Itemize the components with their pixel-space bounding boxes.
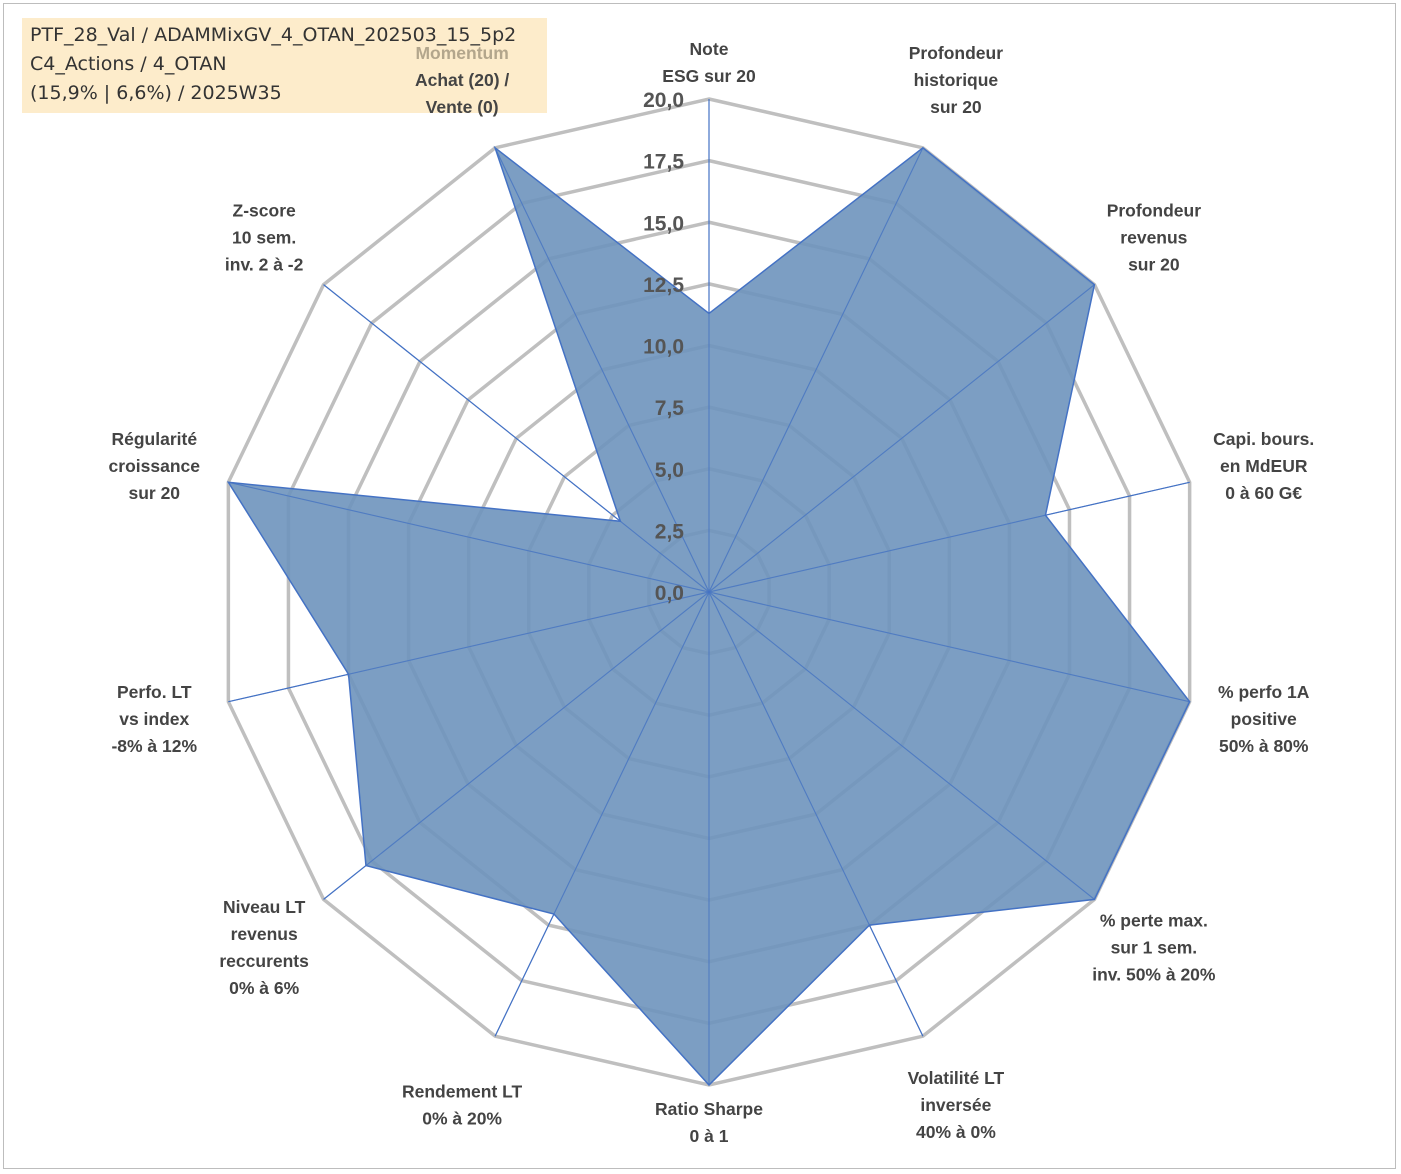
axis-label-line: 0 à 1 bbox=[690, 1126, 729, 1146]
axis-label-line: Achat (20) / bbox=[415, 70, 509, 90]
axis-label-line: sur 20 bbox=[128, 483, 180, 503]
scale-tick-labels: 0,0 2,5 5,0 7,5 10,0 12,5 15,0 17,5 20,0 bbox=[643, 89, 684, 605]
tick-label: 17,5 bbox=[643, 151, 684, 174]
axis-spoke-overlay bbox=[494, 591, 710, 1037]
axis-label-line: Perfo. LT bbox=[117, 682, 192, 702]
axis-label-line: sur 20 bbox=[930, 97, 982, 117]
axis-label: % perfo 1A positive 50% à 80% bbox=[1218, 682, 1310, 756]
tick-label: 12,5 bbox=[643, 274, 684, 297]
axis-spoke-overlay bbox=[228, 481, 710, 593]
axis-label-line: Régularité bbox=[111, 429, 197, 449]
axis-label-line: Ratio Sharpe bbox=[655, 1099, 763, 1119]
axis-label: Profondeur revenus sur 20 bbox=[1107, 201, 1201, 275]
axis-label-line: -8% à 12% bbox=[111, 736, 197, 756]
axis-label-line: sur 1 sem. bbox=[1111, 937, 1198, 957]
axis-label-line: Volatilité LT bbox=[908, 1068, 1005, 1088]
axis-label: Ratio Sharpe 0 à 1 bbox=[655, 1099, 763, 1146]
axis-label-line: Niveau LT bbox=[223, 897, 306, 917]
axis-label-line: Profondeur bbox=[909, 43, 1003, 63]
axis-label-line: inv. 50% à 20% bbox=[1092, 964, 1216, 984]
axis-spoke-overlay bbox=[228, 591, 710, 703]
axis-spoke-overlay bbox=[708, 591, 1190, 703]
axis-label: Régularité croissance sur 20 bbox=[109, 429, 201, 503]
axis-label-line: 10 sem. bbox=[232, 228, 296, 248]
axis-spoke-overlay bbox=[708, 284, 1095, 593]
axis-label-line: historique bbox=[914, 70, 999, 90]
axis-label: Profondeur historique sur 20 bbox=[909, 43, 1003, 117]
axis-label-line: revenus bbox=[231, 924, 298, 944]
axis-label: % perte max. sur 1 sem. inv. 50% à 20% bbox=[1092, 910, 1216, 984]
axis-label-line: Vente (0) bbox=[426, 97, 499, 117]
axis-label-line: inv. 2 à -2 bbox=[225, 255, 304, 275]
data-area bbox=[226, 99, 1191, 1087]
axis-label-line: Rendement LT bbox=[402, 1082, 523, 1102]
tick-label: 7,5 bbox=[655, 397, 685, 420]
tick-label: 0,0 bbox=[655, 582, 684, 605]
axis-spoke-overlay bbox=[708, 591, 1095, 900]
axis-spoke-overlay bbox=[323, 591, 710, 900]
tick-label: 15,0 bbox=[643, 212, 684, 235]
axis-label-line: 50% à 80% bbox=[1219, 736, 1309, 756]
axis-spoke-overlay bbox=[708, 147, 924, 593]
tick-label: 20,0 bbox=[643, 89, 684, 112]
axis-label-line: % perte max. bbox=[1100, 910, 1208, 930]
axis-spoke-overlay bbox=[708, 591, 924, 1037]
axis-label-line: 0% à 20% bbox=[422, 1109, 502, 1129]
axis-label-line: 0% à 6% bbox=[229, 978, 299, 998]
axis-label-line: 0 à 60 G€ bbox=[1225, 483, 1302, 503]
axis-spoke-overlay bbox=[708, 481, 1190, 593]
axis-label-line: vs index bbox=[119, 709, 189, 729]
axis-label-line: ESG sur 20 bbox=[662, 66, 756, 86]
axis-label-line: positive bbox=[1231, 709, 1297, 729]
axis-label: Note ESG sur 20 bbox=[662, 39, 756, 86]
axis-label-line: Capi. bours. bbox=[1213, 429, 1314, 449]
axis-label-line: Momentum bbox=[415, 43, 508, 63]
axis-label-line: Profondeur bbox=[1107, 201, 1201, 221]
tick-label: 5,0 bbox=[655, 459, 684, 482]
info-line-portfolio: PTF_28_Val / ADAMMixGV_4_OTAN_202503_15_… bbox=[30, 24, 517, 46]
axis-label-line: croissance bbox=[109, 456, 201, 476]
axis-spoke-overlay bbox=[494, 147, 710, 593]
axis-label-line: % perfo 1A bbox=[1218, 682, 1310, 702]
info-box: PTF_28_Val / ADAMMixGV_4_OTAN_202503_15_… bbox=[22, 18, 547, 113]
axis-label: Capi. bours. en MdEUR 0 à 60 G€ bbox=[1213, 429, 1314, 503]
axis-label: Niveau LT revenus reccurents 0% à 6% bbox=[219, 897, 309, 998]
axis-label: Volatilité LT inversée 40% à 0% bbox=[908, 1068, 1005, 1142]
axis-label-line: inversée bbox=[920, 1095, 991, 1115]
axis-label-line: 40% à 0% bbox=[916, 1122, 996, 1142]
axis-label-line: revenus bbox=[1120, 228, 1187, 248]
axis-label-line: sur 20 bbox=[1128, 255, 1180, 275]
info-line-stats: (15,9% | 6,6%) / 2025W35 bbox=[30, 82, 282, 104]
info-line-category: C4_Actions / 4_OTAN bbox=[30, 53, 227, 75]
tick-label: 2,5 bbox=[655, 520, 685, 543]
axis-spoke-overlay bbox=[323, 284, 710, 593]
axis-labels: Note ESG sur 20 Profondeur historique sur 20… bbox=[109, 39, 1315, 1146]
axis-label: Perfo. LT vs index -8% à 12% bbox=[111, 682, 197, 756]
axis-label: Rendement LT 0% à 20% bbox=[402, 1082, 523, 1129]
axis-label-line: Z-score bbox=[233, 201, 296, 221]
axis-label-line: en MdEUR bbox=[1220, 456, 1308, 476]
axis-label: Z-score 10 sem. inv. 2 à -2 bbox=[225, 201, 304, 275]
axis-label: Momentum Achat (20) / Vente (0) bbox=[415, 43, 509, 117]
axis-label-line: Note bbox=[690, 39, 729, 59]
axis-label-line: reccurents bbox=[219, 951, 309, 971]
tick-label: 10,0 bbox=[643, 336, 684, 359]
